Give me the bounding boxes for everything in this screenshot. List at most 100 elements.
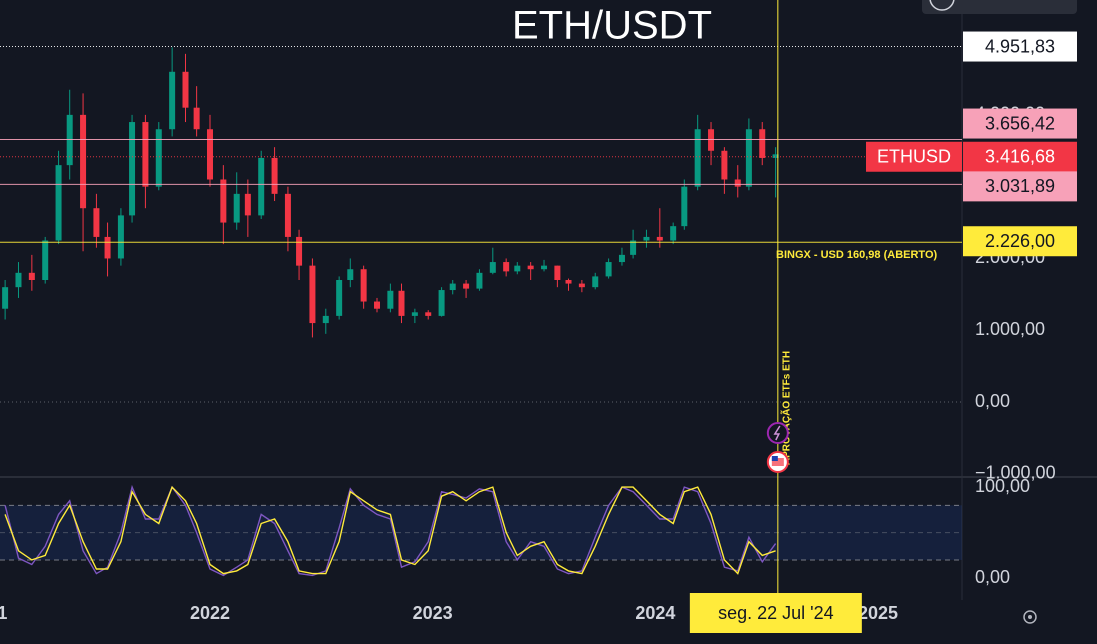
- level-badge: [963, 108, 1077, 139]
- candle-body: [745, 129, 752, 187]
- candle-body: [220, 179, 227, 223]
- oscillator-pane: [0, 484, 962, 577]
- candle-body: [643, 236, 650, 241]
- candle-body: [309, 265, 316, 324]
- candle-body: [592, 276, 599, 288]
- crosshair-label: seg. 22 Jul '24: [718, 603, 834, 623]
- candle-body: [244, 193, 251, 216]
- candle-body: [15, 272, 22, 288]
- candle-body: [182, 71, 189, 108]
- event-label: APROVAÇÃO ETFs ETH: [779, 351, 792, 465]
- candle-body: [336, 280, 343, 316]
- x-tick-label: 2021: [0, 603, 7, 623]
- level-label: 3.656,42: [985, 113, 1055, 133]
- candle-body: [425, 312, 432, 316]
- y-tick-label: 0,00: [975, 391, 1010, 411]
- candle-body: [578, 283, 585, 288]
- level-label: 3.031,89: [985, 176, 1055, 196]
- candle-body: [55, 165, 62, 241]
- candle-body: [80, 114, 87, 209]
- candle-body: [42, 240, 49, 280]
- candle-body: [169, 71, 176, 130]
- candle-body: [284, 193, 291, 237]
- candle-body: [2, 287, 9, 309]
- candle-body: [129, 122, 136, 216]
- candle-body: [155, 129, 162, 187]
- candle-body: [489, 262, 496, 273]
- candles: [2, 47, 779, 338]
- candle-body: [322, 315, 329, 324]
- event-flag-canton: [771, 456, 778, 461]
- toolbar[interactable]: [922, 0, 1077, 14]
- candle-body: [734, 179, 741, 187]
- candle-body: [527, 265, 534, 270]
- candle-body: [605, 262, 612, 277]
- candle-body: [374, 301, 381, 309]
- settings-icon[interactable]: [1023, 610, 1037, 624]
- candle-body: [296, 236, 303, 266]
- candle-body: [463, 283, 470, 289]
- candle-body: [618, 254, 625, 263]
- candle-body: [476, 272, 483, 289]
- candle-body: [681, 186, 688, 227]
- candle-body: [347, 269, 354, 280]
- level-label: 2.226,00: [985, 231, 1055, 251]
- oscillator-line: [4, 484, 777, 577]
- level-badge: [963, 226, 1077, 257]
- candle-body: [721, 150, 728, 180]
- event-flag-stripes: [771, 458, 784, 466]
- candle-body: [193, 107, 200, 130]
- candle-body: [117, 215, 124, 259]
- osc-tick-label: 100,00: [975, 476, 1030, 496]
- osc-tick-label: 0,00: [975, 567, 1010, 587]
- crosshair-badge: [689, 593, 862, 633]
- candle-body: [503, 262, 510, 272]
- candle-body: [271, 157, 278, 194]
- event-icon: [766, 422, 789, 444]
- event-icon-bolt: [773, 425, 781, 441]
- candle-body: [233, 193, 240, 223]
- candle-body: [104, 236, 111, 259]
- candle-body: [411, 312, 418, 316]
- candle-body: [360, 269, 367, 302]
- candle-body: [541, 265, 548, 270]
- x-tick-label: 2025: [858, 603, 898, 623]
- candle-body: [258, 157, 265, 216]
- candle-body: [142, 122, 149, 187]
- candle-body: [28, 272, 35, 280]
- level-badge: [963, 141, 1077, 172]
- candle-body: [93, 208, 100, 237]
- candle-body: [438, 290, 445, 316]
- candle-body: [206, 129, 213, 180]
- symbol-label: ETHUSD: [877, 147, 951, 167]
- oscillator-line: [4, 485, 776, 575]
- candle-body: [514, 265, 521, 272]
- candle-body: [656, 236, 663, 241]
- candle-body: [398, 290, 405, 316]
- x-tick-label: 2022: [190, 603, 230, 623]
- candle-body: [759, 129, 766, 158]
- candle-body: [670, 226, 677, 241]
- candle-body: [694, 129, 701, 187]
- candle-body: [554, 265, 561, 280]
- symbol-badge: [866, 141, 962, 172]
- x-tick-label: 2023: [413, 603, 453, 623]
- y-tick-label: 1.000,00: [975, 319, 1045, 339]
- candle-body: [630, 240, 637, 255]
- level-label: 3.416,68: [985, 147, 1055, 167]
- level-badge: [963, 171, 1077, 202]
- candle-body: [772, 154, 779, 158]
- chart-title: ETH/USDT: [512, 4, 712, 48]
- y-tick-label: −1.000,00: [975, 463, 1056, 483]
- candle-body: [387, 290, 394, 309]
- candle-body: [449, 283, 456, 291]
- toolbar-icon[interactable]: [929, 0, 955, 11]
- level-annotation: BINGX - USD 160,98 (ABERTO): [776, 249, 938, 261]
- settings-icon-dot: [1028, 615, 1032, 619]
- level-label: 4.951,83: [985, 36, 1055, 56]
- x-tick-label: 2024: [635, 603, 675, 623]
- candle-body: [565, 280, 572, 284]
- level-badge: [963, 31, 1077, 62]
